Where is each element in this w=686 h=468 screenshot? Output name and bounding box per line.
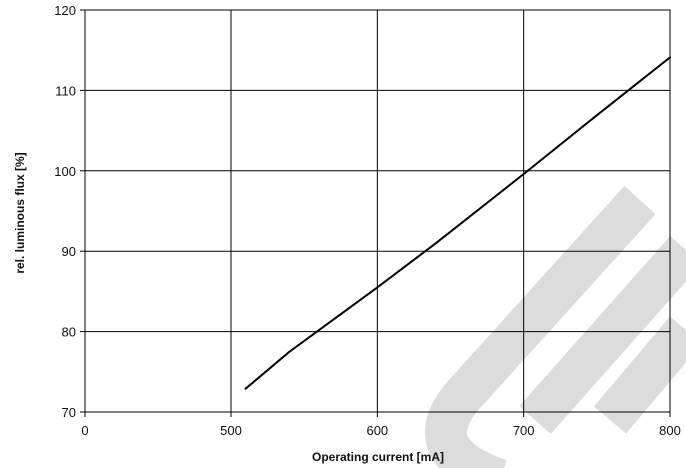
y-axis-label: rel. luminous flux [%]	[13, 152, 27, 273]
y-tick-label-120: 120	[54, 3, 76, 18]
y-tick-label-100: 100	[54, 164, 76, 179]
watermark-stroke-2	[519, 236, 686, 434]
watermark-stroke-3	[593, 316, 686, 434]
y-tick-label-80: 80	[62, 325, 76, 340]
series	[244, 56, 671, 390]
x-tick-label-500: 500	[220, 423, 242, 438]
x-tick-label-800: 800	[659, 423, 681, 438]
axis-ticks	[80, 9, 671, 417]
y-tick-labels: 70 80 90 100 110 120	[54, 3, 76, 420]
watermark-stroke-1	[425, 185, 656, 468]
x-tick-labels: 0 500 600 700 800	[81, 423, 680, 438]
x-tick-label-0: 0	[81, 423, 88, 438]
y-tick-label-90: 90	[62, 244, 76, 259]
y-tick-label-70: 70	[62, 405, 76, 420]
x-tick-label-600: 600	[366, 423, 388, 438]
x-axis-label: Operating current [mA]	[312, 450, 444, 464]
watermark	[425, 185, 686, 468]
series-line-0	[244, 56, 671, 390]
x-tick-label-700: 700	[513, 423, 535, 438]
y-tick-label-110: 110	[55, 83, 76, 98]
